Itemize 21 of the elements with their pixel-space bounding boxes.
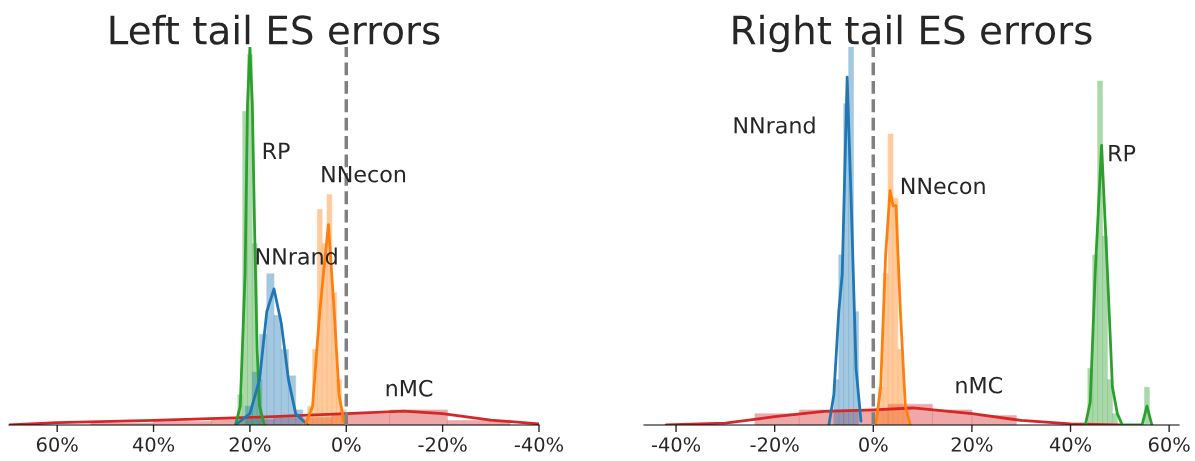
x-tick-label: 60% [36, 437, 78, 452]
x-tick-label: -20% [418, 437, 467, 452]
chart-title: Right tail ES errors [733, 14, 1092, 53]
x-tick-label: 20% [951, 437, 993, 452]
x-tick-label: 0% [332, 437, 361, 452]
annotation: NNrand [734, 116, 815, 134]
x-tick-label: 0% [859, 437, 888, 452]
annotation: NNecon [322, 165, 406, 183]
x-tick-label: 40% [132, 437, 175, 452]
x-tick-label: -40% [651, 437, 701, 452]
annotation: RP [263, 142, 290, 159]
x-tick-label: 20% [229, 437, 271, 452]
annotation: nMC [956, 376, 1002, 394]
annotation: nMC [386, 379, 433, 397]
chart-title: Left tail ES errors [110, 14, 440, 45]
x-tick-label: -40% [514, 437, 564, 452]
annotation: NNecon [901, 177, 985, 195]
x-tick-label: -20% [750, 437, 799, 452]
x-tick-label: 60% [1148, 437, 1190, 452]
annotation: RP [1109, 144, 1136, 162]
x-tick-label: 40% [1049, 437, 1092, 452]
